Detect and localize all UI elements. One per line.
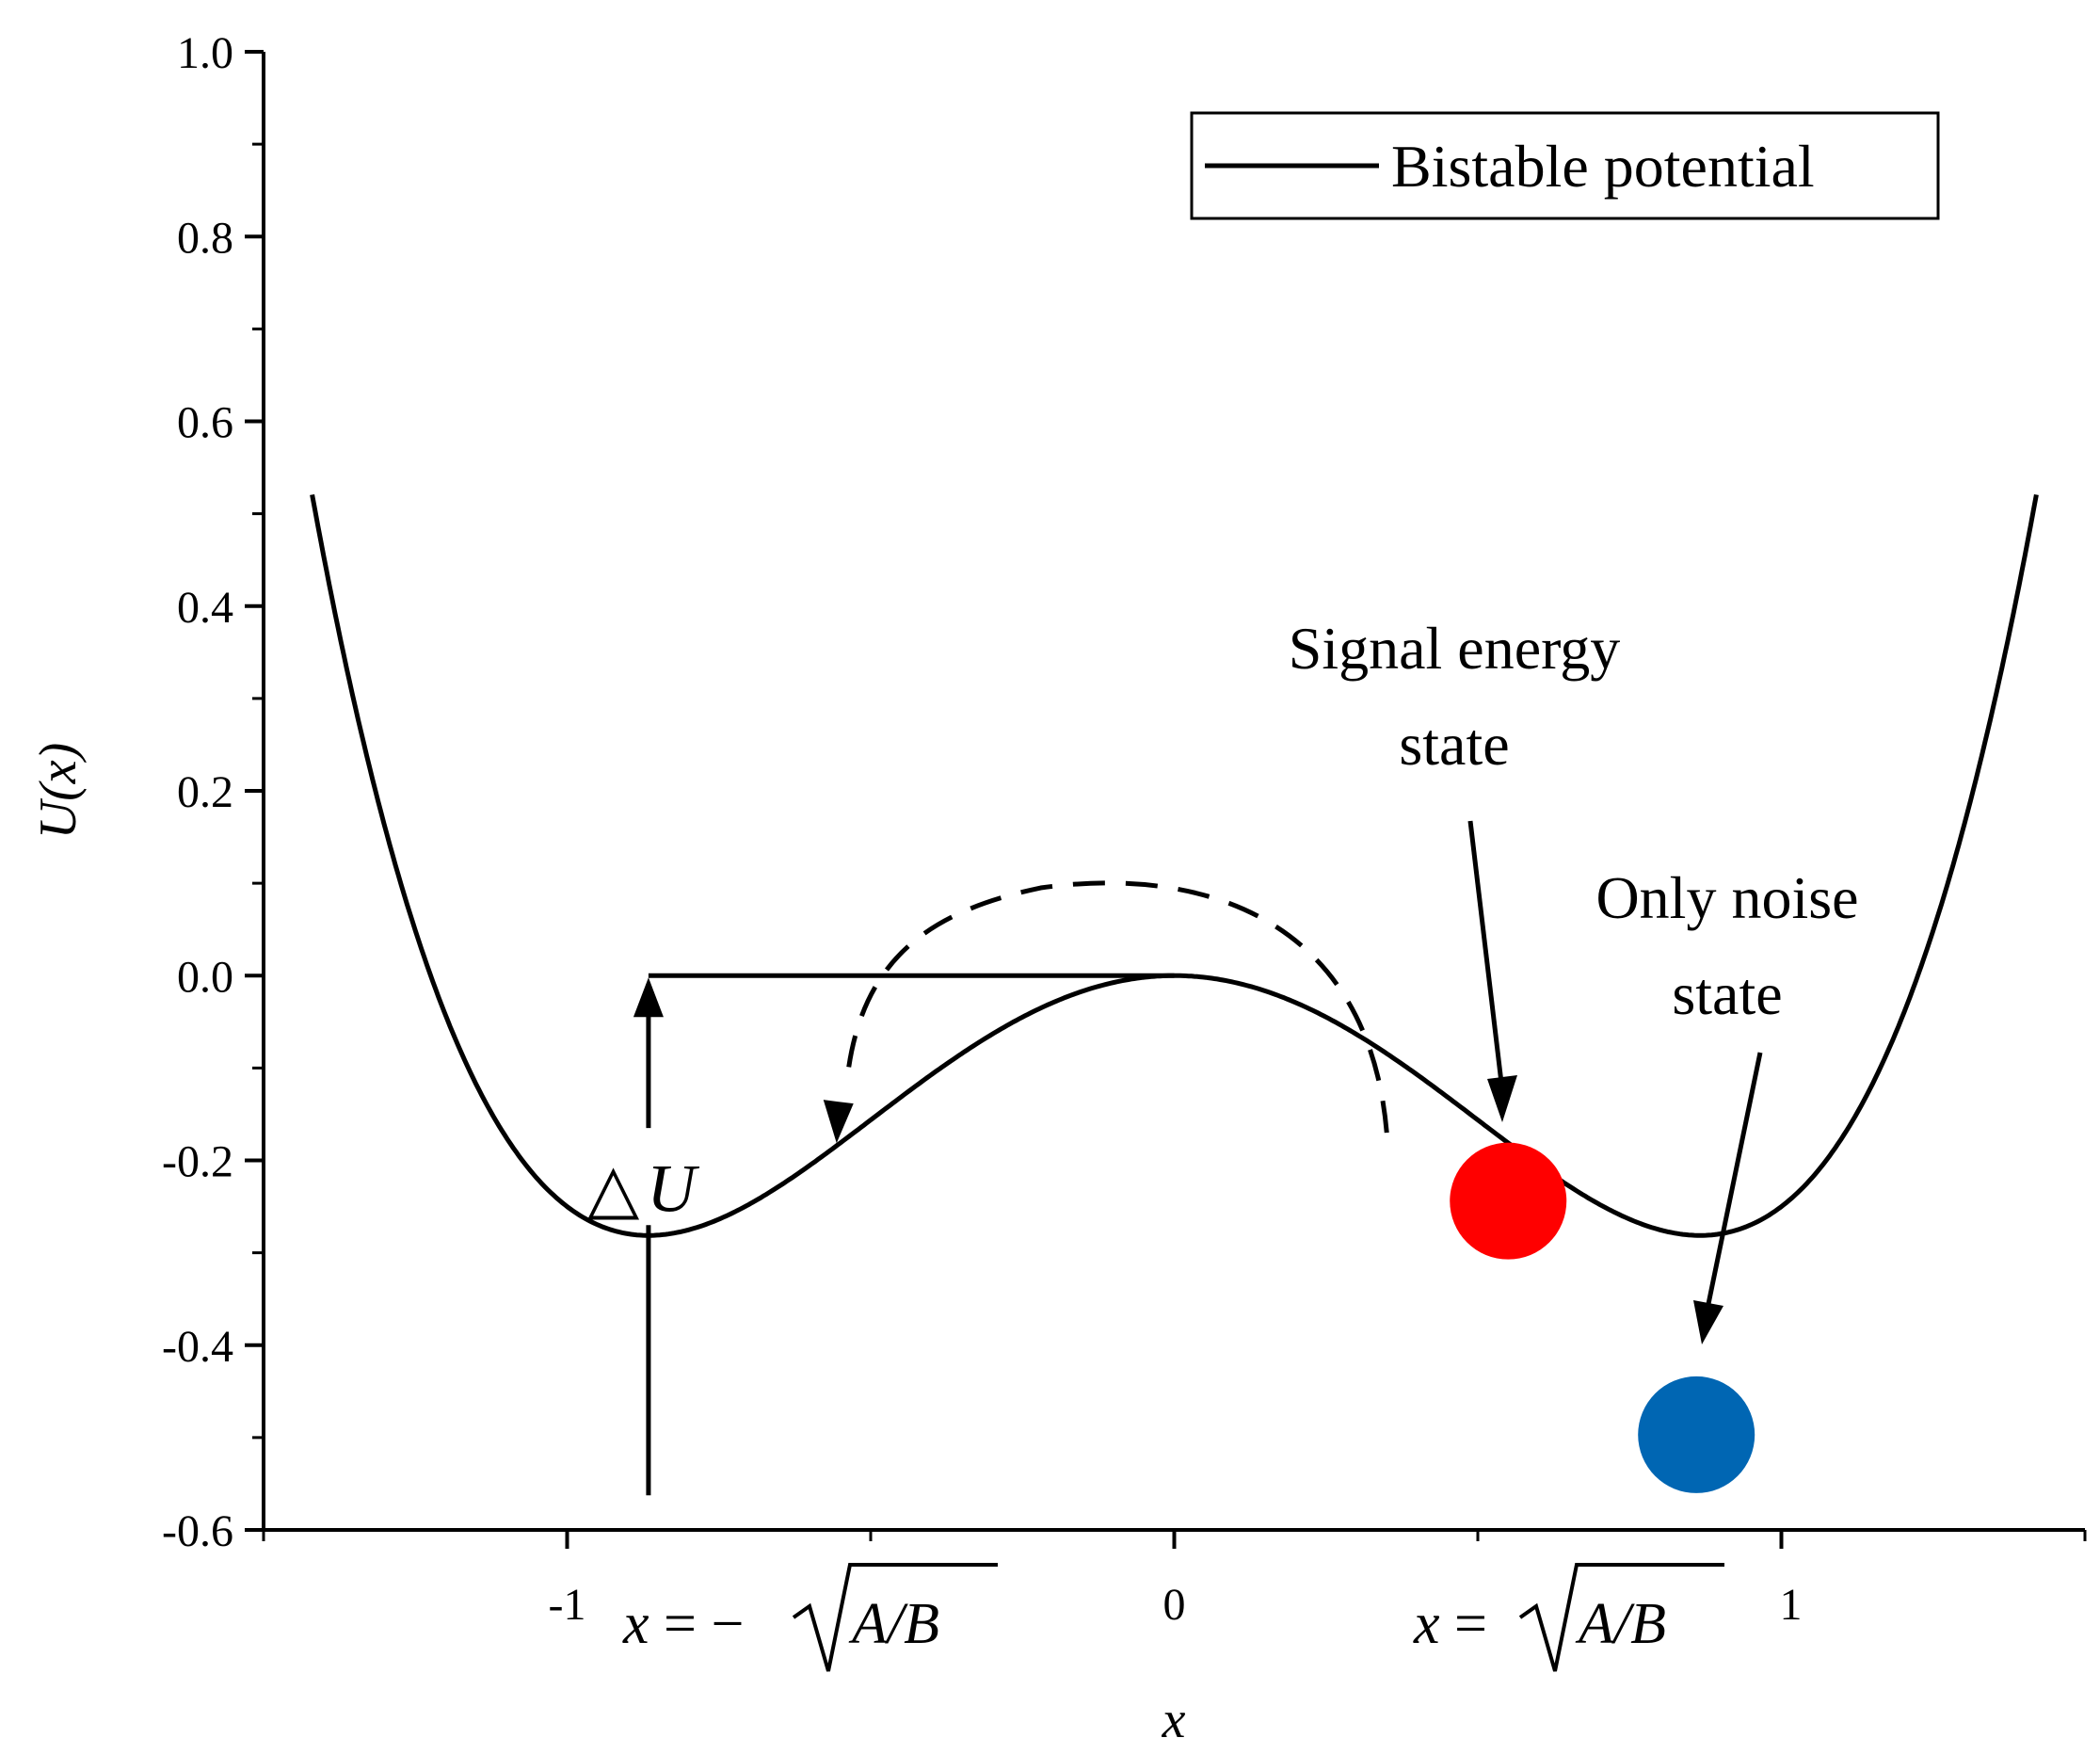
y-tick-label: 0.6 (177, 398, 233, 448)
delta-symbol: △ (587, 1151, 640, 1226)
transition-arrowhead (823, 1100, 854, 1144)
noise-pointer-arrow (1706, 1052, 1763, 1305)
y-tick-label: 0.8 (177, 213, 233, 263)
delta-u-arrowhead (633, 977, 664, 1018)
signal-pointer-arrow (1467, 820, 1504, 1084)
transition-dashed-arc (843, 880, 1389, 1134)
right-minimum-label: x = A/B (1413, 1563, 1724, 1672)
legend: Bistable potential (1190, 111, 1940, 220)
x-axis-title: x (1162, 1691, 1186, 1749)
y-tick-label: 1.0 (177, 28, 233, 78)
left-min-prefix: x = − (622, 1592, 744, 1656)
y-tick-label: 0.0 (177, 952, 233, 1002)
x-tick-label: -1 (549, 1580, 586, 1630)
y-tick-label: -0.2 (162, 1137, 233, 1187)
right-min-prefix: x = (1413, 1592, 1487, 1656)
noise-label-line-1: Only noise (1595, 864, 1858, 931)
y-tick-label: 0.2 (177, 767, 233, 817)
left-sqrt-sign (792, 1563, 998, 1672)
signal-state-ball (1450, 1142, 1567, 1260)
signal-label-line-1: Signal energy (1289, 615, 1621, 682)
signal-label-line-2: state (1399, 711, 1509, 778)
delta-u-label: △ U (587, 1151, 699, 1226)
noise-pointer-arrowhead (1693, 1300, 1723, 1344)
y-axis-title: U(x) (29, 743, 88, 840)
y-ticks: -0.6 -0.4 -0.2 0.0 0.2 0.4 0.6 0.8 1.0 (162, 28, 264, 1556)
right-min-radicand: A/B (1575, 1592, 1666, 1656)
signal-pointer-arrowhead (1487, 1075, 1517, 1122)
legend-label-bistable-potential: Bistable potential (1391, 133, 1815, 200)
y-tick-label: -0.4 (162, 1322, 233, 1372)
noise-state-ball (1638, 1376, 1755, 1493)
y-tick-label: 0.4 (177, 583, 233, 633)
y-tick-label: -0.6 (162, 1506, 233, 1556)
left-min-radicand: A/B (848, 1592, 939, 1656)
noise-label-line-2: state (1672, 960, 1782, 1027)
axes (262, 52, 2085, 1532)
left-minimum-label: x = − A/B (622, 1563, 998, 1672)
right-sqrt-sign (1518, 1563, 1724, 1672)
x-ticks: -1 0 1 (262, 1530, 2087, 1630)
delta-u-var: U (647, 1151, 699, 1226)
x-tick-label: 0 (1163, 1580, 1186, 1630)
x-tick-label: 1 (1780, 1580, 1803, 1630)
